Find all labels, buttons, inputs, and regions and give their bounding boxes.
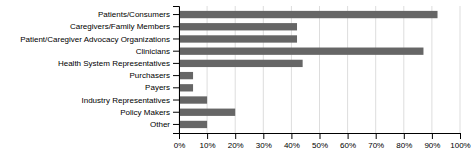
bar xyxy=(179,60,303,67)
grid-line xyxy=(460,6,461,133)
x-tick-mark xyxy=(404,133,405,139)
x-tick: 50% xyxy=(312,133,328,150)
x-tick-label: 0% xyxy=(174,141,186,150)
bar xyxy=(179,11,438,18)
x-tick: 20% xyxy=(228,133,244,150)
x-tick-label: 80% xyxy=(396,141,412,150)
x-tick-label: 100% xyxy=(450,141,470,150)
y-tick-label: Patient/Caregiver Advocacy Organizations xyxy=(20,35,170,44)
bar xyxy=(179,23,297,30)
bar xyxy=(179,35,297,42)
y-tick: Clinicians xyxy=(136,47,179,56)
x-tick-label: 30% xyxy=(256,141,272,150)
x-tick-mark xyxy=(320,133,321,139)
x-axis: 0% 10% 20% 30% 40% 50% 60% 70% 80% 90% 100% xyxy=(174,133,471,150)
y-tick-label: Patients/Consumers xyxy=(98,10,170,19)
x-axis-line xyxy=(180,134,461,140)
y-tick: Payers xyxy=(145,83,179,92)
grid-line xyxy=(403,6,404,133)
x-tick-label: 90% xyxy=(424,141,440,150)
x-tick: 70% xyxy=(368,133,384,150)
grid-line xyxy=(431,6,432,133)
y-tick-label: Industry Representatives xyxy=(82,96,171,105)
x-tick-mark xyxy=(207,133,208,139)
y-tick: Purchasers xyxy=(130,71,179,80)
y-tick-mark xyxy=(173,51,179,52)
x-tick-label: 20% xyxy=(228,141,244,150)
plot: 0% 10% 20% 30% 40% 50% 60% 70% 80% 90% 100% Other Po… xyxy=(20,6,471,150)
y-tick: Policy Makers xyxy=(120,108,179,117)
y-tick: Patient/Caregiver Advocacy Organizations xyxy=(20,35,179,44)
y-tick-label: Policy Makers xyxy=(120,108,170,117)
x-tick-mark xyxy=(460,133,461,139)
x-tick: 80% xyxy=(396,133,412,150)
x-tick-label: 40% xyxy=(284,141,300,150)
x-tick-mark xyxy=(263,133,264,139)
bar xyxy=(179,96,207,103)
bars xyxy=(179,11,438,128)
y-tick-mark xyxy=(173,112,179,113)
y-tick-mark xyxy=(173,38,179,39)
x-tick: 90% xyxy=(424,133,440,150)
y-tick-label: Health System Representatives xyxy=(58,59,170,68)
x-tick-label: 70% xyxy=(368,141,384,150)
chart: 0% 10% 20% 30% 40% 50% 60% 70% 80% 90% 100% Other Po… xyxy=(0,0,474,151)
y-axis: Other Policy Makers Industry Representativ… xyxy=(20,7,179,134)
x-tick: 60% xyxy=(340,133,356,150)
grid xyxy=(179,6,460,133)
y-tick-mark xyxy=(173,100,179,101)
y-tick-label: Other xyxy=(150,120,170,129)
bar xyxy=(179,84,193,91)
y-tick-label: Purchasers xyxy=(130,71,170,80)
y-tick: Industry Representatives xyxy=(82,96,180,105)
x-tick: 0% xyxy=(174,133,186,150)
x-tick: 30% xyxy=(256,133,272,150)
y-tick-mark xyxy=(173,63,179,64)
y-tick-mark xyxy=(173,26,179,27)
y-tick-label: Caregivers/Family Members xyxy=(70,22,170,31)
bar xyxy=(179,121,207,128)
y-tick-label: Payers xyxy=(145,83,170,92)
x-tick-label: 10% xyxy=(200,141,216,150)
y-axis-line xyxy=(173,7,180,134)
y-tick-mark xyxy=(173,75,179,76)
x-tick-mark xyxy=(376,133,377,139)
x-tick: 40% xyxy=(284,133,300,150)
x-tick: 100% xyxy=(450,133,470,150)
x-tick-mark xyxy=(235,133,236,139)
bar xyxy=(179,72,193,79)
y-tick: Health System Representatives xyxy=(58,59,179,68)
y-tick-label: Clinicians xyxy=(136,47,170,56)
y-tick: Caregivers/Family Members xyxy=(70,22,179,31)
x-tick: 10% xyxy=(200,133,216,150)
bar xyxy=(179,48,423,55)
x-tick-label: 50% xyxy=(312,141,328,150)
grid-line xyxy=(375,6,376,133)
grid-line xyxy=(347,6,348,133)
x-tick-label: 60% xyxy=(340,141,356,150)
y-tick: Patients/Consumers xyxy=(98,10,179,19)
x-tick-mark xyxy=(291,133,292,139)
y-tick-mark xyxy=(173,87,179,88)
y-tick-mark xyxy=(173,124,179,125)
x-tick-mark xyxy=(432,133,433,139)
y-tick-mark xyxy=(173,14,179,15)
x-tick-mark xyxy=(348,133,349,139)
bar xyxy=(179,109,235,116)
y-tick: Other xyxy=(150,120,179,129)
grid-line xyxy=(319,6,320,133)
